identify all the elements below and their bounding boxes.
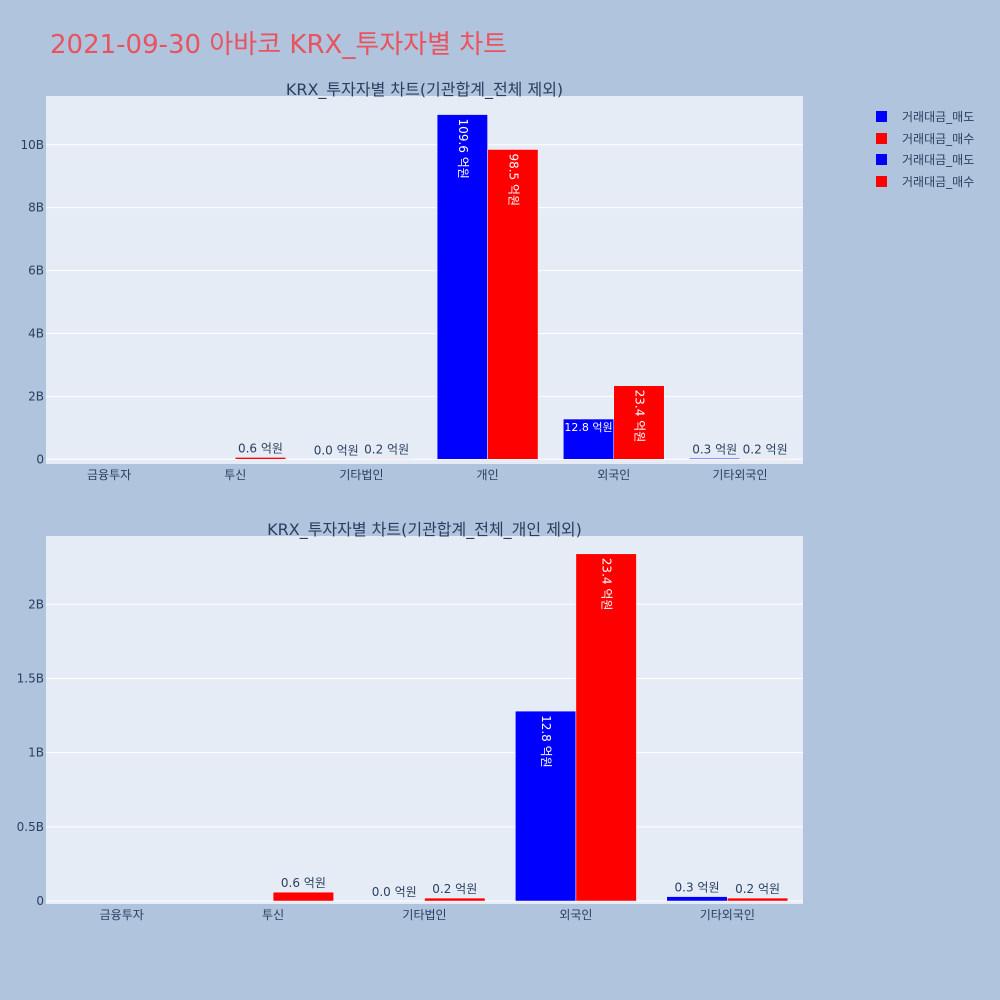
bar: [727, 897, 789, 902]
bar: [575, 553, 637, 902]
legend-swatch: [876, 111, 887, 123]
bar: [424, 897, 486, 902]
legend: 거래대금_매도 거래대금_매수 거래대금_매도 거래대금_매수: [876, 106, 974, 192]
bar-data-label: 0.2 억원: [743, 443, 788, 457]
x-tick-label: 개인: [477, 468, 499, 482]
legend-label: 거래대금_매도: [902, 153, 975, 168]
bar-data-label: 23.4 억원: [600, 558, 614, 611]
bar: [613, 385, 665, 460]
legend-swatch: [876, 175, 887, 187]
x-tick-label: 투신: [224, 468, 246, 482]
x-tick-label: 기타외국인: [700, 908, 755, 922]
x-tick-label: 기타법인: [402, 908, 446, 922]
y-tick-label: 6B: [28, 264, 44, 278]
y-tick-label: 1.5B: [17, 671, 44, 685]
y-tick-label: 1B: [28, 746, 44, 760]
bar-data-label: 0.2 억원: [735, 882, 780, 896]
bar-data-label: 0.2 억원: [364, 443, 409, 457]
bar: [739, 458, 791, 460]
y-tick-label: 0.5B: [17, 820, 44, 834]
legend-label: 거래대금_매수: [902, 131, 975, 146]
legend-item[interactable]: 거래대금_매도: [876, 106, 974, 128]
x-tick-label: 외국인: [597, 468, 630, 482]
legend-item[interactable]: 거래대금_매수: [876, 171, 974, 193]
bar: [487, 149, 539, 460]
bar-data-label: 109.6 억원: [456, 119, 470, 179]
bar: [235, 457, 286, 460]
bar-data-label: 0.3 억원: [675, 881, 720, 895]
y-tick-label: 2B: [28, 597, 44, 611]
bar-data-label: 23.4 억원: [632, 390, 646, 443]
legend-label: 거래대금_매도: [902, 110, 975, 125]
bar-data-label: 0.0 억원: [372, 885, 417, 899]
y-tick-label: 0: [36, 452, 44, 466]
y-tick-label: 8B: [28, 201, 44, 215]
x-tick-label: 기타법인: [339, 468, 383, 482]
x-tick-label: 투신: [262, 908, 284, 922]
page-title: 2021-09-30 아바코 KRX_투자자별 차트: [50, 30, 508, 60]
chart-title: KRX_투자자별 차트(기관합계_전체 제외): [286, 80, 563, 100]
x-tick-label: 외국인: [559, 908, 592, 922]
bar: [689, 458, 741, 460]
x-tick-label: 금융투자: [100, 908, 144, 922]
x-tick-label: 기타외국인: [712, 468, 767, 482]
legend-item[interactable]: 거래대금_매수: [876, 128, 974, 150]
bar-data-label: 0.6 억원: [238, 441, 283, 455]
bar: [361, 458, 413, 460]
bar-data-label: 0.0 억원: [314, 443, 359, 457]
plot-area: [46, 96, 803, 464]
bar-data-label: 0.6 억원: [281, 876, 326, 890]
bar-data-label: 0.3 억원: [692, 442, 737, 456]
bar-data-label: 12.8 억원: [564, 421, 612, 434]
x-tick-label: 금융투자: [87, 468, 131, 482]
bar-data-label: 0.2 억원: [432, 882, 477, 896]
y-tick-label: 0: [36, 894, 44, 908]
y-tick-label: 4B: [28, 326, 44, 340]
plot-area: [46, 536, 803, 904]
bar: [436, 114, 488, 460]
bar: [272, 891, 334, 902]
bar-data-label: 98.5 억원: [506, 153, 520, 206]
chart-title: KRX_투자자별 차트(기관합계_전체_개인 제외): [267, 520, 582, 540]
bar: [666, 896, 728, 902]
bar: [515, 710, 577, 902]
legend-swatch: [876, 132, 887, 144]
legend-item[interactable]: 거래대금_매도: [876, 149, 974, 171]
bar-data-label: 12.8 억원: [539, 715, 553, 768]
y-tick-label: 10B: [20, 138, 44, 152]
legend-label: 거래대금_매수: [902, 174, 975, 189]
legend-swatch: [876, 154, 887, 166]
y-tick-label: 2B: [28, 389, 44, 403]
